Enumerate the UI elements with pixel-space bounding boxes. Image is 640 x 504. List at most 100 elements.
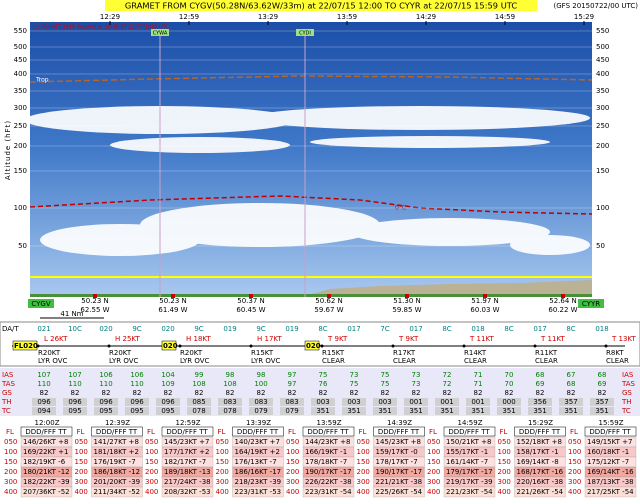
fl-level: 200 [498,468,511,476]
wind-row: 145/23KT +7 [164,438,210,446]
tropopause-line [29,75,593,83]
da-t-value: 8C [504,325,513,333]
table-cell: 82 [40,389,49,397]
time-tick-label: 15:29 [574,13,594,21]
table-cell: 75 [381,380,390,388]
block-header: DDD/FFF TT [96,428,138,436]
wind-row: 220/16KT -38 [517,478,564,486]
position-lat: 52.64 N [549,297,577,305]
fl-level: 100 [4,448,17,456]
fl-level: 150 [75,458,88,466]
table-cell: 095 [161,407,174,415]
da-t-value: 018 [471,325,484,333]
scale-label: 41 Nm [60,310,83,318]
wind-row: 223/31KT -54 [305,488,352,496]
fl-level: 150 [145,458,158,466]
table-cell: 82 [195,389,204,397]
fl-level: 150 [216,458,229,466]
table-cell: 351 [347,407,360,415]
fl-level: 400 [4,488,17,496]
fl-level: 400 [75,488,88,496]
position-lat: 50.62 N [315,297,343,305]
fl-level: 050 [216,438,229,446]
block-header-bg [514,426,566,437]
wind-row: 217/25KT -54 [587,488,634,496]
fl-level: 200 [216,468,229,476]
block-time: 14:59Z [458,419,483,427]
station-cloud: LYR OVC [251,357,281,365]
cell-bg [125,407,149,415]
da-t-value: 020 [161,325,174,333]
table-cell: 73 [350,371,359,379]
fl-level: 150 [357,458,370,466]
wind-row: 182/22KT -39 [23,478,70,486]
route-panel [0,321,640,367]
cell-bg [187,407,211,415]
terrain [300,280,592,297]
cell-bg [311,398,335,406]
row-label: IAS [2,371,14,379]
fl-level: 200 [427,468,440,476]
y-tick-label: 550 [596,27,609,35]
da-t-value: 017 [533,325,546,333]
table-cell: 083 [285,398,298,406]
da-t-value: 019 [285,325,298,333]
position-lon: 60.03 W [470,306,499,314]
wind-row: 145/23KT +8 [376,438,422,446]
station-point [462,344,466,348]
waypoint-marker-box [151,29,169,36]
position-marker [93,294,97,298]
position-lon: 62.55 W [80,306,109,314]
da-t-value: 9C [256,325,265,333]
cell-bg [249,398,273,406]
fl-label: FL [570,428,578,436]
table-cell: 000 [502,398,515,406]
position-marker [483,294,487,298]
station-cloud: CLEAR [606,357,629,365]
table-cell: 82 [443,389,452,397]
y-tick-label: 400 [596,70,609,78]
fl-level: 150 [568,458,581,466]
cell-bg [590,407,614,415]
cell-bg [559,407,583,415]
station-cloud: R14KT [464,349,487,357]
table-cell: 351 [378,407,391,415]
block-time: 15:59Z [599,419,624,427]
da-t-value: 017 [409,325,422,333]
table-cell: 351 [502,407,515,415]
wind-row: 190/17KT -17 [305,468,352,476]
cell-bg [497,398,521,406]
flight-level: 020 [306,342,321,350]
cell-bg [342,407,366,415]
fl-level: 150 [427,458,440,466]
wind-row: 169/14KT -8 [517,458,559,466]
fl-label: FL [77,428,85,436]
y-tick-label: 100 [14,204,27,212]
fl-level: 100 [286,448,299,456]
da-t-value: 8C [442,325,451,333]
table-cell: 096 [68,398,82,406]
station-cloud: R15KT [251,349,274,357]
y-axis-label: Altitude (hFt) [4,120,12,180]
table-cell: 096 [37,398,51,406]
station-point [320,344,324,348]
station-cloud: R20KT [109,349,132,357]
wind-row: 141/27KT +8 [94,438,140,446]
da-t-value: 10C [68,325,82,333]
station-point [391,344,395,348]
fl-level: 100 [568,448,581,456]
cell-bg [280,398,304,406]
table-cell: 75 [350,380,359,388]
table-cell: 82 [381,389,390,397]
table-cell: 096 [99,398,113,406]
waypoint-marker-box [296,29,314,36]
fl-level: 050 [145,438,158,446]
cell-bg [156,398,180,406]
table-cell: 82 [474,389,483,397]
block-header: DDD/FFF TT [378,428,420,436]
wind-row: 158/17KT -1 [517,448,559,456]
block-header-bg [302,426,355,437]
level-box [161,340,177,351]
fl-level: 300 [216,478,229,486]
time-tick-label: 13:59 [337,13,357,21]
